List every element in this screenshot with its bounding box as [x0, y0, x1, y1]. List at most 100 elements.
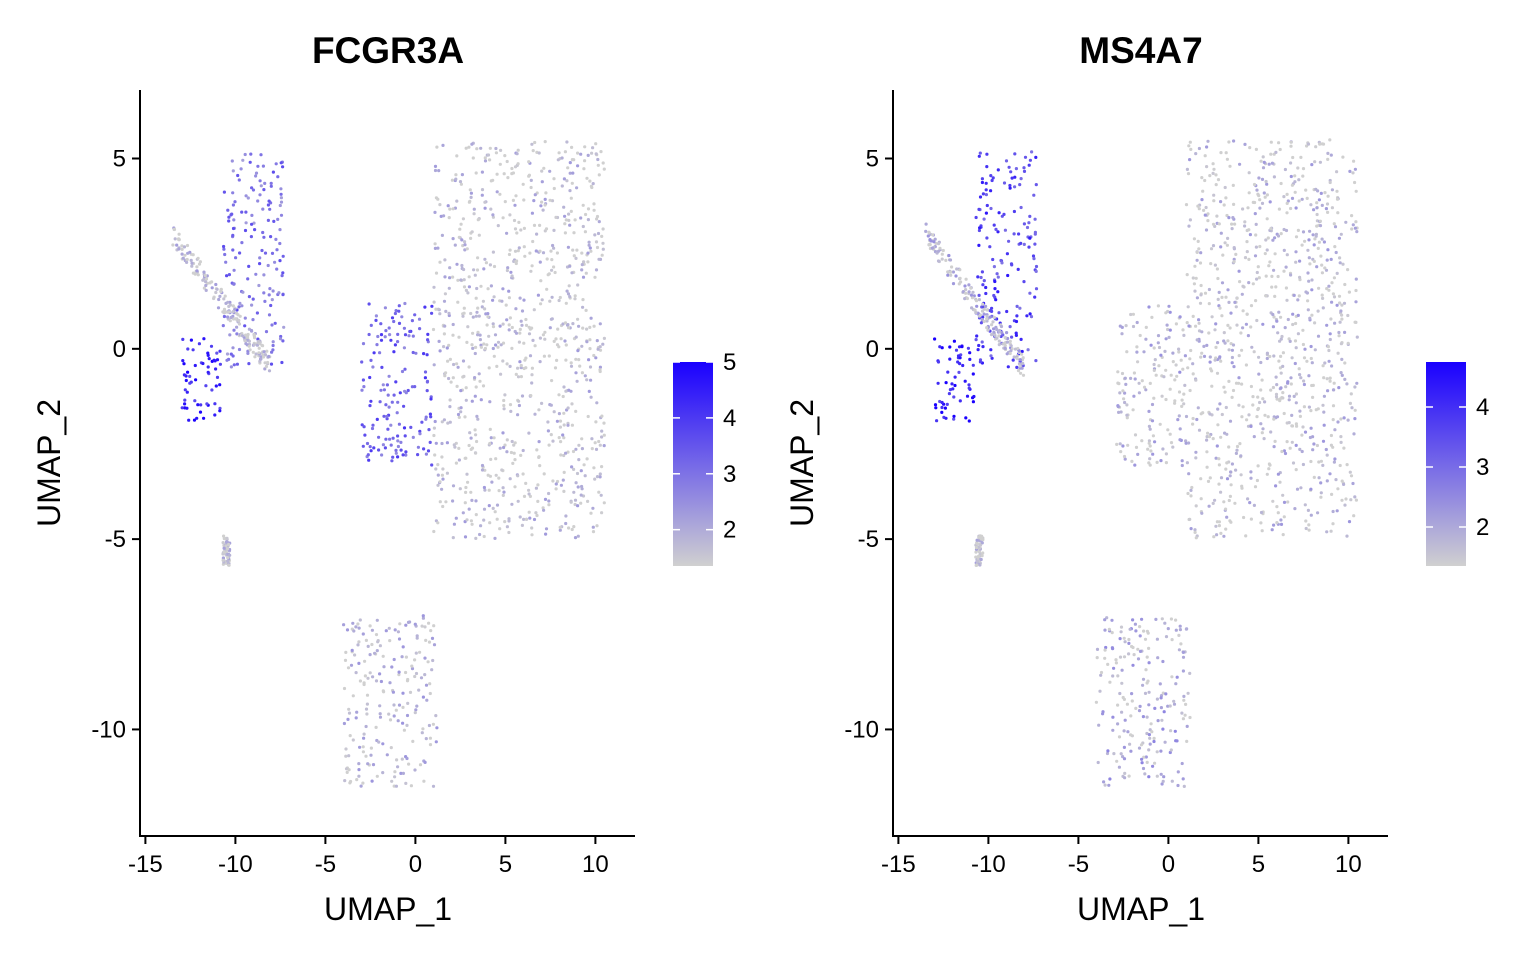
scatter-point: [527, 431, 531, 435]
scatter-point: [972, 394, 976, 399]
scatter-point: [1133, 463, 1137, 467]
scatter-point: [1274, 150, 1278, 154]
scatter-point: [1274, 484, 1278, 488]
scatter-point: [570, 181, 574, 185]
scatter-point: [473, 273, 477, 277]
scatter-point: [1279, 181, 1283, 186]
scatter-point: [591, 530, 596, 534]
scatter-point: [483, 307, 487, 311]
scatter-point: [596, 347, 600, 351]
scatter-point: [1317, 476, 1321, 480]
scatter-point: [438, 349, 442, 353]
scatter-point: [1232, 257, 1236, 261]
scatter-point: [269, 235, 273, 239]
scatter-point: [370, 779, 374, 783]
scatter-point: [563, 214, 567, 218]
scatter-point: [989, 206, 993, 211]
scatter-point: [470, 399, 474, 403]
scatter-point: [532, 199, 536, 203]
scatter-point: [1156, 304, 1160, 308]
scatter-point: [509, 409, 513, 413]
scatter-point: [395, 758, 399, 762]
scatter-point: [1153, 761, 1157, 765]
scatter-point: [401, 691, 405, 695]
scatter-point: [941, 248, 945, 253]
scatter-point: [459, 222, 463, 226]
scatter-point: [980, 340, 984, 344]
scatter-point: [539, 302, 543, 306]
scatter-point: [1304, 526, 1308, 531]
scatter-point: [281, 293, 285, 297]
scatter-point: [1317, 198, 1321, 202]
scatter-point: [970, 296, 975, 300]
scatter-point: [566, 245, 571, 249]
scatter-point: [569, 500, 573, 504]
scatter-point: [1354, 277, 1358, 281]
scatter-point: [963, 379, 967, 383]
scatter-point: [455, 362, 459, 366]
scatter-point: [1137, 709, 1142, 713]
scatter-point: [479, 146, 483, 150]
scatter-point: [468, 188, 472, 192]
scatter-point: [1195, 258, 1199, 262]
scatter-point: [1279, 522, 1284, 527]
scatter-point: [1173, 399, 1177, 403]
scatter-point: [559, 483, 564, 487]
scatter-point: [440, 233, 444, 237]
scatter-point: [281, 165, 285, 169]
scatter-point: [519, 375, 524, 379]
scatter-point: [365, 441, 370, 446]
scatter-point: [1351, 171, 1355, 175]
scatter-point: [229, 352, 233, 356]
scatter-point: [1234, 451, 1238, 455]
scatter-point: [231, 191, 235, 195]
scatter-point: [1125, 702, 1129, 706]
scatter-point: [1230, 395, 1234, 399]
scatter-point: [989, 189, 993, 193]
scatter-points: [171, 140, 607, 788]
scatter-point: [992, 315, 996, 319]
scatter-point: [501, 341, 506, 345]
scatter-point: [1240, 415, 1244, 419]
scatter-point: [1261, 166, 1266, 170]
scatter-point: [1026, 348, 1030, 352]
scatter-point: [1190, 485, 1194, 490]
x-tick-label: 5: [499, 851, 512, 878]
scatter-point: [1307, 374, 1311, 378]
scatter-point: [1339, 417, 1343, 421]
scatter-point: [576, 349, 580, 353]
scatter-point: [1005, 331, 1009, 335]
scatter-point: [1280, 449, 1284, 454]
scatter-point: [1289, 144, 1293, 148]
scatter-point: [554, 337, 558, 341]
scatter-point: [1288, 446, 1292, 450]
scatter-point: [1163, 740, 1167, 744]
scatter-point: [1300, 243, 1304, 247]
scatter-point: [562, 423, 566, 427]
scatter-point: [1324, 447, 1328, 452]
scatter-point: [428, 682, 432, 686]
scatter-point: [1102, 780, 1106, 784]
scatter-point: [250, 213, 254, 217]
scatter-point: [1185, 273, 1189, 277]
scatter-point: [1282, 248, 1286, 252]
scatter-point: [447, 311, 451, 315]
scatter-point: [576, 485, 580, 489]
scatter-point: [197, 342, 201, 346]
scatter-point: [1010, 335, 1014, 339]
scatter-point: [406, 677, 410, 682]
scatter-point: [566, 450, 570, 454]
scatter-point: [226, 547, 230, 551]
scatter-point: [1202, 354, 1207, 358]
scatter-point: [1255, 318, 1259, 323]
scatter-point: [992, 223, 996, 227]
scatter-point: [585, 340, 589, 344]
scatter-point: [1112, 752, 1116, 756]
scatter-point: [399, 440, 403, 444]
scatter-point: [569, 364, 574, 368]
scatter-point: [404, 781, 408, 786]
scatter-point: [462, 278, 466, 282]
scatter-point: [1246, 334, 1250, 338]
scatter-point: [1206, 479, 1211, 483]
scatter-point: [1221, 253, 1225, 257]
